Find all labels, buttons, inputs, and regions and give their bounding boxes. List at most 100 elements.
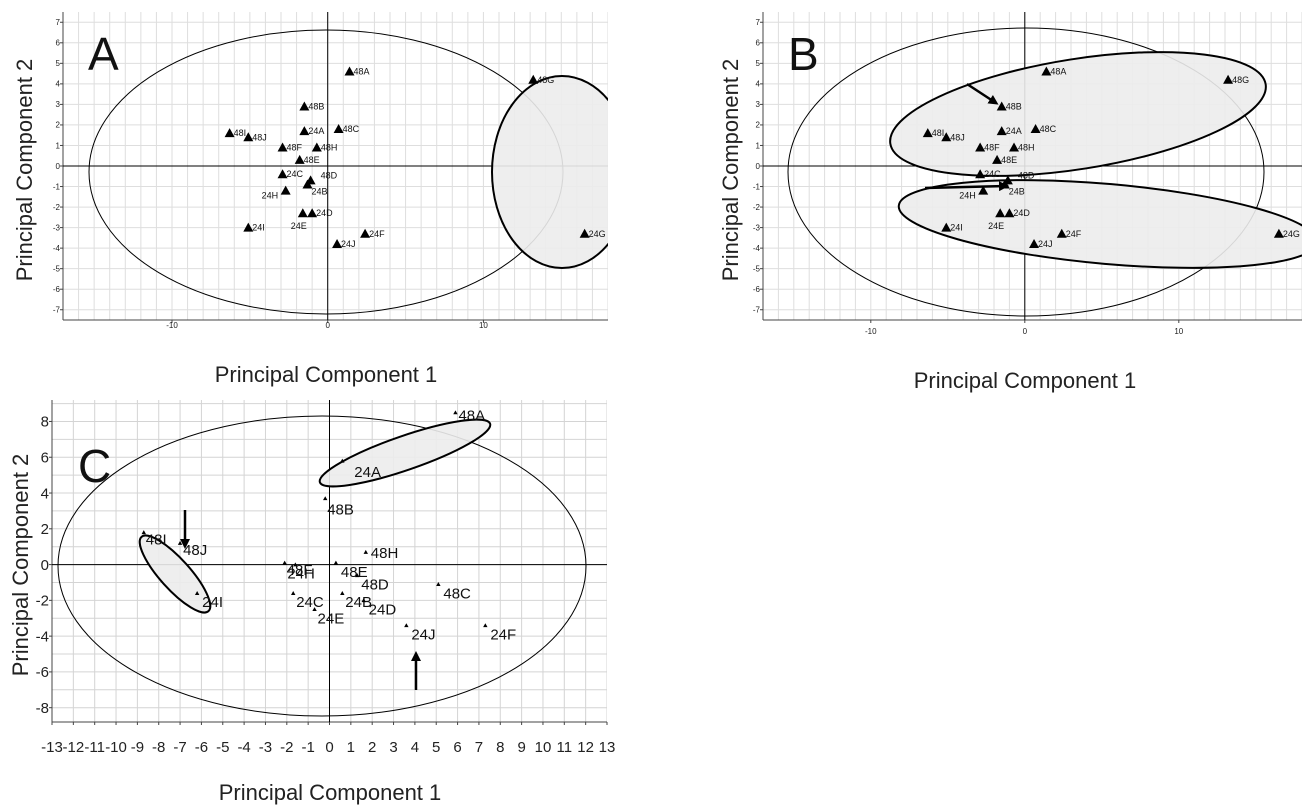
point-label-24i: 24I — [252, 223, 265, 233]
data-point-48j — [941, 132, 952, 142]
panel-c-ytick-label: -8 — [36, 700, 49, 717]
data-point-24g — [1273, 228, 1284, 238]
data-point-24h — [293, 562, 298, 567]
panel-b-arrow-48d — [924, 181, 1009, 192]
panel-b-ytick-label: 0 — [756, 162, 761, 171]
panel-c-xtick-label: 5 — [432, 739, 440, 756]
point-label-48b: 48B — [1006, 101, 1022, 111]
panel-c-xtick-label: -7 — [173, 739, 186, 756]
point-label-48j: 48J — [183, 542, 207, 559]
panel-c-xtick-label: 6 — [453, 739, 461, 756]
point-label-48f: 48F — [984, 143, 1000, 153]
panel-b-ytick-label: -2 — [753, 203, 761, 212]
data-point-48e — [992, 154, 1003, 164]
point-label-48g: 48G — [1232, 75, 1249, 85]
point-label-48i: 48I — [234, 128, 247, 138]
data-point-48j — [177, 540, 183, 545]
panel-a-letter: A — [88, 28, 119, 80]
panel-c-xtick-label: -12 — [63, 739, 85, 756]
data-point-24c — [277, 169, 288, 179]
panel-b-ytick-label: 6 — [756, 39, 761, 48]
panel-a-ytick-label: -6 — [53, 285, 61, 294]
point-label-48j: 48J — [252, 132, 267, 142]
panel-b-upper-ellipse — [889, 51, 1267, 177]
point-label-24c: 24C — [296, 594, 324, 611]
panel-b-ytick-label: 2 — [756, 121, 761, 130]
point-label-24h: 24H — [959, 191, 976, 201]
point-label-48d: 48D — [321, 170, 338, 180]
data-point-24a — [996, 126, 1007, 136]
panel-c-xtick-label: -10 — [105, 739, 127, 756]
point-label-24j: 24J — [411, 626, 435, 643]
panel-a-ytick-label: 2 — [56, 121, 61, 130]
panel-a-ytick-label: 0 — [56, 162, 61, 171]
panel-c-ytick-label: 6 — [41, 449, 49, 466]
panel-b-ytick-label: -6 — [753, 285, 761, 294]
data-point-24j — [332, 239, 343, 249]
panel-c-xtick-label: 2 — [368, 739, 376, 756]
data-point-24c — [291, 591, 296, 595]
panel-a-ytick-label: 7 — [56, 18, 61, 27]
panel-c-xtick-label: 13 — [599, 739, 616, 756]
panel-a-ytick-label: 1 — [56, 141, 61, 150]
panel-c-xtick-label: -4 — [237, 739, 250, 756]
point-label-48e: 48E — [1001, 155, 1017, 165]
panel-b-arrow-48b — [966, 82, 999, 105]
panel-a-ellipses — [88, 29, 608, 315]
data-point-24f — [360, 228, 371, 238]
panel-c-xtick-label: 0 — [325, 739, 333, 756]
point-label-24i: 24I — [202, 594, 223, 611]
panel-c-xtick-label: 12 — [577, 739, 594, 756]
panel-a-ytick-label: -3 — [53, 223, 61, 232]
data-point-24g — [579, 228, 590, 238]
point-label-24e: 24E — [291, 221, 307, 231]
panel-a-ytick-label: -5 — [53, 264, 61, 273]
data-point-48g — [528, 74, 539, 84]
data-point-24h — [978, 185, 989, 195]
point-label-48g: 48G — [537, 75, 554, 85]
data-point-24c — [975, 169, 986, 179]
panel-b-ellipses — [787, 27, 1302, 317]
data-point-48e — [294, 154, 305, 164]
point-label-48h: 48H — [371, 545, 399, 562]
data-point-48e — [333, 560, 339, 565]
panel-b-ytick-label: -1 — [753, 182, 761, 191]
data-point-48g — [1223, 74, 1234, 84]
panel-a-xtick-label: 0 — [325, 321, 330, 330]
data-point-24j — [1029, 239, 1040, 249]
panel-a-ytick-label: 5 — [56, 59, 61, 68]
point-label-24h: 24H — [262, 191, 279, 201]
data-point-24d — [361, 598, 366, 603]
panel-c-ytick-label: -2 — [36, 593, 49, 610]
panel-c-ytick-label: -6 — [36, 664, 49, 681]
panel-a-ytick-label: 3 — [56, 100, 61, 109]
panel-c-ytick-label: 8 — [41, 414, 49, 431]
data-point-24b — [340, 591, 345, 595]
panel-a-xtick-label: -10 — [166, 321, 178, 330]
data-point-24d — [307, 208, 318, 218]
panel-c-ellipses — [57, 415, 587, 717]
panel-c-ytick-label: 0 — [41, 557, 49, 574]
data-point-48c — [436, 582, 441, 587]
point-label-48c: 48C — [443, 585, 471, 602]
data-point-24i — [194, 591, 200, 595]
panel-b-ytick-label: 3 — [756, 100, 761, 109]
panel-c-xtick-label: 8 — [496, 739, 504, 756]
panel-c-xtick-label: -1 — [301, 739, 314, 756]
point-label-24f: 24F — [369, 229, 385, 239]
panel-c-xtick-label: -9 — [131, 739, 144, 756]
panel-b-ytick-label: 5 — [756, 59, 761, 68]
point-label-48f: 48F — [287, 143, 303, 153]
panel-c-letter: C — [78, 440, 111, 492]
data-point-48f — [277, 142, 288, 152]
data-point-24a — [340, 458, 345, 463]
point-label-24b: 24B — [311, 186, 327, 196]
point-label-48h: 48H — [1018, 143, 1035, 153]
point-label-24d: 24D — [1013, 208, 1030, 218]
data-point-48h — [1009, 142, 1020, 152]
point-label-24j: 24J — [1038, 239, 1053, 249]
panel-c-ylabel: Principal Component 2 — [8, 454, 33, 677]
point-label-24i: 24I — [950, 223, 963, 233]
panel-c-ytick-label: -4 — [36, 628, 49, 645]
